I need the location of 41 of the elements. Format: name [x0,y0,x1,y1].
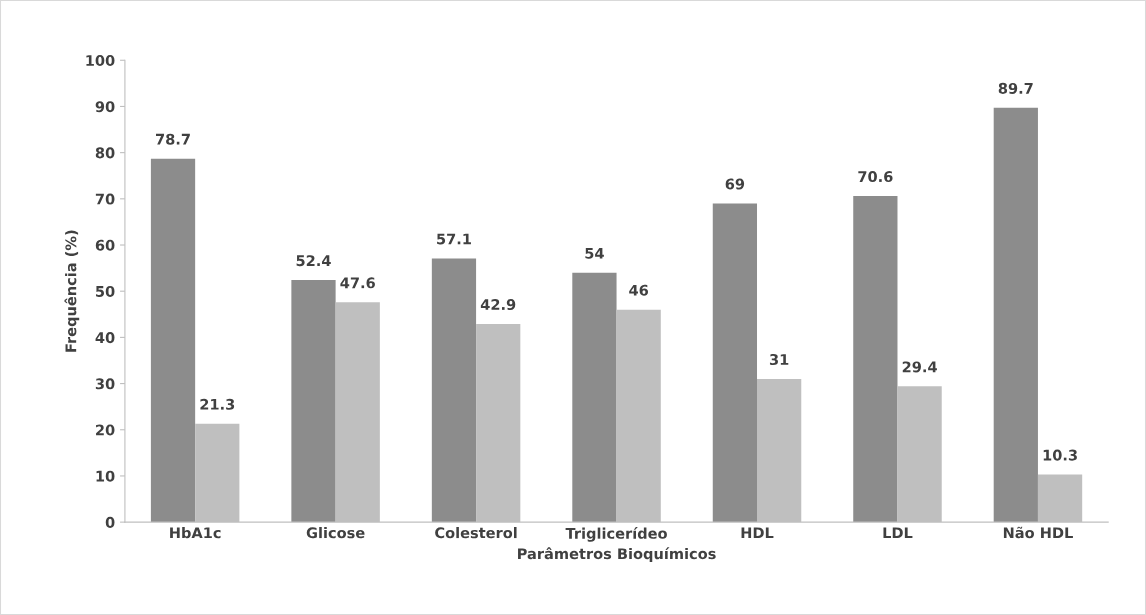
data-label: 21.3 [200,398,235,410]
x-tick-label: Triglicerídeo [565,527,667,542]
y-tick-label: 30 [95,378,115,390]
data-label: 57.1 [437,233,471,245]
bar [853,196,898,523]
data-label: 10.3 [1043,449,1077,461]
data-label: 89.7 [998,82,1033,94]
data-label: 46 [629,284,649,296]
x-tick-label: HDL [741,527,774,539]
bar [150,158,196,523]
y-tick-label: 70 [95,193,115,205]
data-label: 69 [725,178,745,190]
bar [993,107,1038,523]
bar [712,203,758,523]
data-label: 52.4 [296,255,331,267]
x-tick-label: HbA1c [170,527,221,539]
y-tick-label: 50 [96,285,115,297]
y-tick-label: 40 [95,332,115,344]
y-tick-label: 60 [95,239,115,251]
x-axis-title: Parâmetros Bioquímicos [518,547,716,563]
bar [431,258,477,523]
y-tick-label: 10 [96,470,115,482]
y-axis-title: Frequência (%) [64,230,80,352]
y-tick-label: 20 [96,424,115,436]
data-label: 42.9 [480,299,516,311]
y-tick-label: 80 [95,147,115,159]
x-tick-label: LDL [883,527,913,539]
x-tick-label: Colesterol [435,527,517,539]
bar [572,272,617,523]
y-tick-label: 0 [105,516,115,528]
x-tick-label: Não HDL [1003,526,1073,539]
bar [291,280,336,523]
data-label: 54 [585,247,604,259]
data-label: 29.4 [902,361,937,373]
data-label: 70.6 [858,171,893,183]
data-label: 47.6 [340,277,375,289]
y-tick-label: 100 [86,54,115,67]
x-tick-label: Glicose [306,527,365,539]
data-label: 31 [769,353,789,366]
y-tick-label: 90 [95,101,115,113]
data-label: 78.7 [156,133,190,145]
